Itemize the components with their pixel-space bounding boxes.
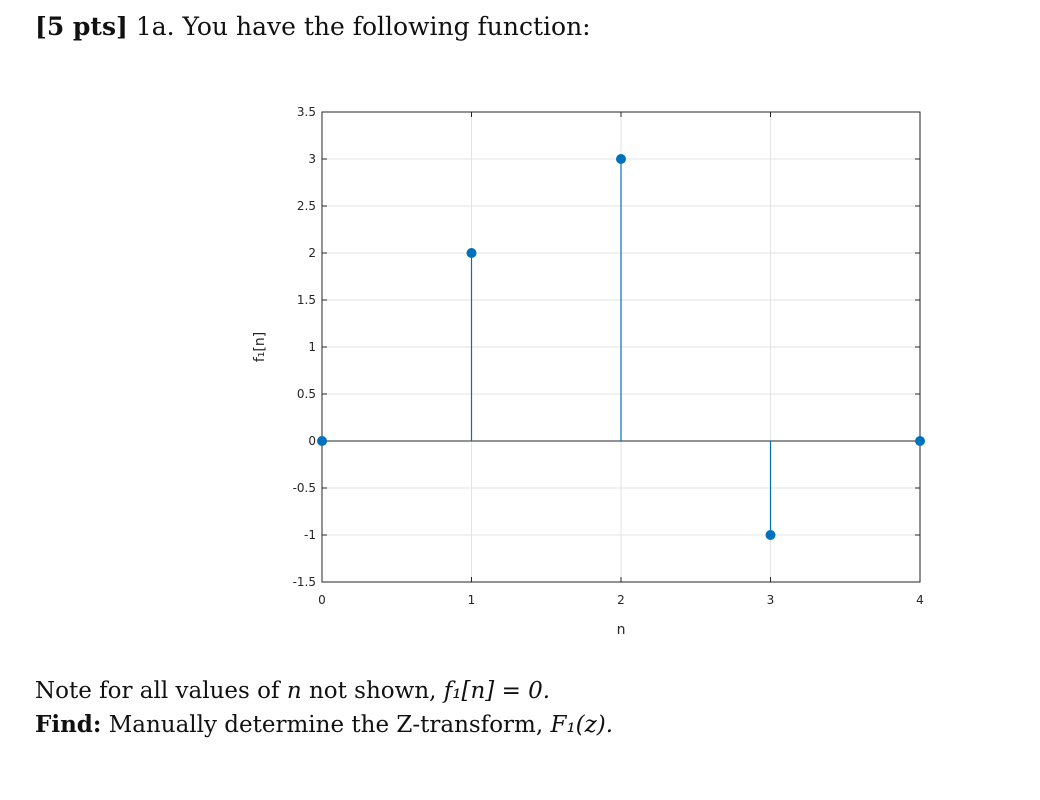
y-tick-label: -1.5: [293, 575, 316, 589]
y-tick-label: 2.5: [297, 199, 316, 213]
problem-prompt: You have the following function:: [182, 12, 591, 41]
x-tick-label: 0: [318, 593, 326, 607]
y-axis-label: f₁[n]: [252, 332, 268, 362]
note-middle: not shown,: [308, 678, 437, 704]
stem-marker: [616, 154, 626, 164]
y-tick-label: 2: [308, 246, 316, 260]
note-line: Note for all values of n not shown, f₁[n…: [35, 678, 550, 704]
problem-points: [5 pts]: [35, 12, 128, 41]
note-variable: n: [286, 678, 302, 704]
y-tick-label: 0.5: [297, 387, 316, 401]
x-axis-label: n: [617, 622, 626, 638]
x-tick-label: 1: [468, 593, 476, 607]
y-tick-labels: -1.5 -1 -0.5 0 0.5 1 1.5 2 2.5 3 3.5: [293, 105, 316, 589]
stem-marker: [765, 530, 776, 540]
x-tick-label: 2: [617, 593, 625, 607]
y-tick-label: -0.5: [293, 481, 316, 495]
stem-marker: [915, 436, 925, 446]
stem-marker: [466, 248, 477, 258]
note-prefix: Note for all values of: [35, 678, 280, 704]
note-expression: f₁[n] = 0.: [443, 678, 551, 704]
problem-number: 1a.: [135, 12, 175, 41]
y-tick-label: 1: [308, 340, 316, 354]
y-tick-label: 3.5: [297, 105, 316, 119]
y-tick-label: -1: [304, 528, 316, 542]
x-tick-label: 3: [767, 593, 775, 607]
y-tick-label: 1.5: [297, 293, 316, 307]
y-tick-label: 0: [308, 434, 316, 448]
problem-heading: [5 pts] 1a. You have the following funct…: [35, 12, 591, 41]
x-tick-label: 4: [916, 593, 924, 607]
x-tick-labels: 0 1 2 3 4: [318, 593, 924, 607]
find-label: Find:: [35, 711, 102, 738]
find-expression: F₁(z).: [550, 712, 614, 738]
find-text: Manually determine the Z-transform,: [108, 712, 544, 738]
find-line: Find: Manually determine the Z-transform…: [35, 711, 613, 738]
stem-marker: [317, 436, 327, 446]
stems: [317, 154, 925, 540]
y-tick-label: 3: [308, 152, 316, 166]
